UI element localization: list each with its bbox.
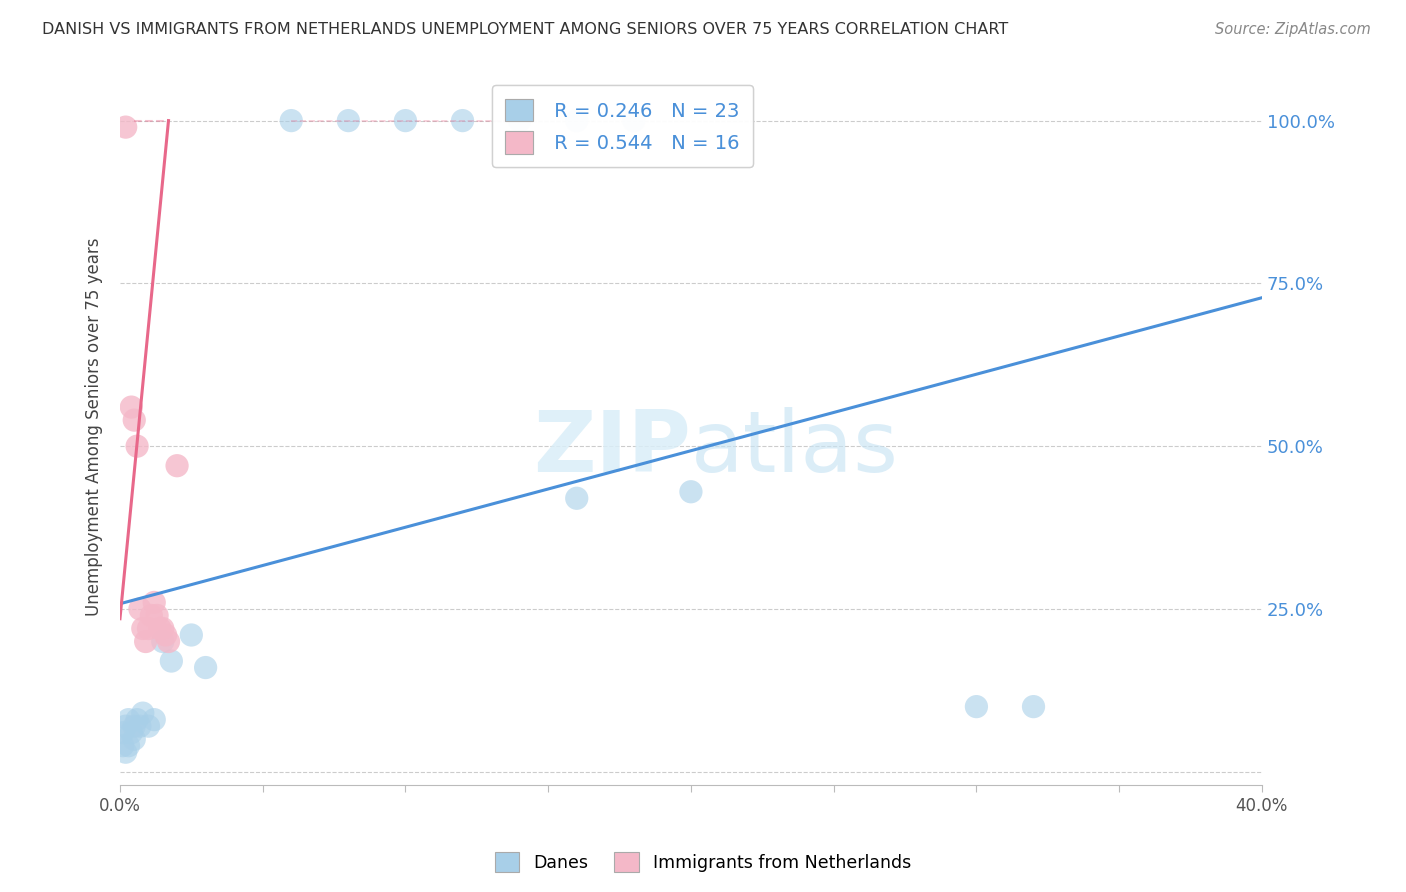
Point (138, 719, 160, 733)
Point (120, 400, 142, 414)
Point (127, 713, 149, 727)
Text: DANISH VS IMMIGRANTS FROM NETHERLANDS UNEMPLOYMENT AMONG SENIORS OVER 75 YEARS C: DANISH VS IMMIGRANTS FROM NETHERLANDS UN… (42, 22, 1008, 37)
Point (117, 713, 139, 727)
Point (114, 120, 136, 135)
Point (160, 654, 183, 668)
Point (337, 113, 360, 128)
Y-axis label: Unemployment Among Seniors over 75 years: Unemployment Among Seniors over 75 years (86, 237, 103, 615)
Point (1022, 699, 1045, 714)
Point (143, 713, 166, 727)
Point (565, 491, 588, 506)
Legend: Danes, Immigrants from Netherlands: Danes, Immigrants from Netherlands (488, 845, 918, 879)
Point (132, 622, 155, 636)
Point (152, 622, 174, 636)
Point (152, 634, 174, 648)
Point (138, 622, 160, 636)
Text: ZIP: ZIP (533, 407, 690, 490)
Point (135, 634, 157, 648)
Point (143, 595, 166, 609)
Point (509, 113, 531, 128)
Point (122, 719, 145, 733)
Point (451, 113, 474, 128)
Point (565, 113, 588, 128)
Point (111, 739, 134, 753)
Point (117, 739, 139, 753)
Point (280, 113, 302, 128)
Point (679, 484, 702, 499)
Point (194, 660, 217, 674)
Point (155, 628, 177, 642)
Point (623, 113, 645, 128)
Text: atlas: atlas (690, 407, 898, 490)
Point (180, 628, 202, 642)
Point (149, 622, 172, 636)
Text: Source: ZipAtlas.com: Source: ZipAtlas.com (1215, 22, 1371, 37)
Point (111, 725, 134, 739)
Point (132, 706, 155, 720)
Point (129, 719, 152, 733)
Point (146, 608, 169, 623)
Point (114, 745, 136, 759)
Point (127, 439, 149, 453)
Point (129, 602, 152, 616)
Point (965, 699, 987, 714)
Point (166, 458, 188, 473)
Point (114, 719, 136, 733)
Point (120, 725, 142, 739)
Legend:  R = 0.246   N = 23,  R = 0.544   N = 16: R = 0.246 N = 23, R = 0.544 N = 16 (492, 86, 754, 168)
Point (122, 732, 145, 747)
Point (141, 608, 163, 623)
Point (122, 413, 145, 427)
Point (394, 113, 416, 128)
Point (157, 634, 180, 648)
